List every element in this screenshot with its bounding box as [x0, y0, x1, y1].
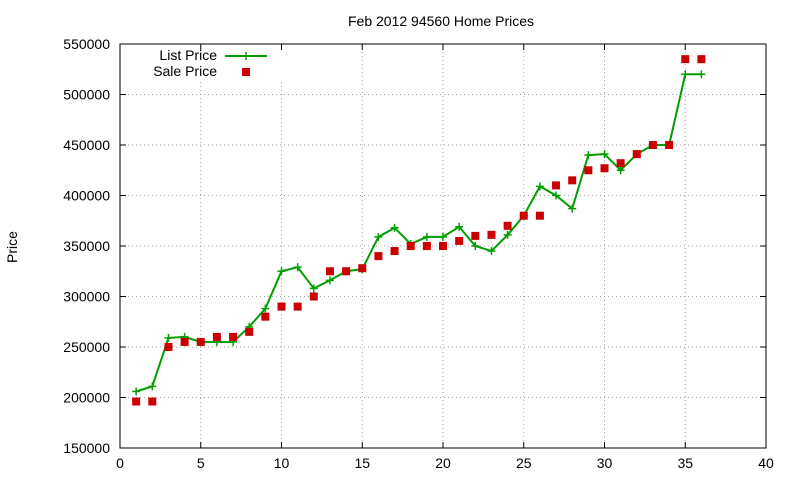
- data-point-list-price: [584, 151, 593, 160]
- data-point-list-price: [697, 70, 706, 79]
- data-point-list-price: [487, 247, 496, 256]
- data-point-sale-price: [439, 242, 447, 250]
- data-point-list-price: [455, 222, 464, 231]
- data-point-sale-price: [455, 236, 464, 245]
- data-point-sale-price: [519, 211, 528, 220]
- data-point-list-price: [390, 223, 399, 232]
- data-point-sale-price: [293, 302, 302, 311]
- data-point-sale-price: [196, 337, 205, 346]
- data-point-list-price: [374, 232, 383, 241]
- data-point-sale-price: [552, 181, 561, 190]
- data-point-sale-price: [584, 166, 593, 175]
- y-tick-label: 400000: [63, 188, 110, 204]
- data-point-sale-price: [374, 252, 383, 261]
- data-point-sale-price: [422, 242, 431, 250]
- data-point-sale-price: [309, 292, 318, 301]
- x-tick-label: 15: [354, 455, 370, 471]
- data-point-list-price: [600, 150, 609, 159]
- data-point-sale-price: [245, 327, 254, 336]
- data-point-list-price: [422, 232, 431, 241]
- x-tick-label: 30: [597, 455, 613, 471]
- chart-title: Feb 2012 94560 Home Prices: [348, 13, 534, 29]
- data-point-list-price: [293, 263, 302, 272]
- y-tick-label: 550000: [63, 36, 110, 52]
- x-tick-label: 25: [516, 455, 532, 471]
- data-point-list-price: [552, 191, 561, 200]
- data-point-list-price: [503, 230, 512, 239]
- data-point-sale-price: [600, 164, 609, 173]
- data-point-sale-price: [632, 150, 641, 159]
- data-point-list-price: [568, 204, 577, 213]
- data-point-list-price: [132, 387, 141, 396]
- y-tick-label: 300000: [63, 289, 110, 305]
- data-point-sale-price: [665, 141, 674, 149]
- data-point-list-price: [261, 304, 270, 313]
- data-point-sale-price: [616, 159, 625, 168]
- series-layer: [132, 55, 706, 406]
- data-point-list-price: [277, 267, 286, 276]
- data-point-sale-price: [648, 141, 657, 149]
- data-point-sale-price: [277, 302, 286, 311]
- data-point-list-price: [439, 232, 447, 241]
- data-point-sale-price: [132, 397, 141, 406]
- x-tick-label: 10: [274, 455, 290, 471]
- data-point-sale-price: [390, 247, 399, 256]
- data-point-sale-price: [229, 332, 238, 341]
- x-tick-label: 20: [435, 455, 451, 471]
- y-tick-label: 450000: [63, 137, 110, 153]
- data-point-list-price: [325, 276, 334, 285]
- data-point-sale-price: [358, 264, 367, 273]
- data-point-sale-price: [261, 312, 270, 321]
- grid: [120, 44, 766, 448]
- legend-marker-sale-price: [242, 68, 250, 76]
- data-point-list-price: [681, 70, 690, 79]
- data-point-sale-price: [503, 221, 512, 230]
- data-point-sale-price: [487, 230, 496, 239]
- legend-label-sale-price: Sale Price: [153, 63, 217, 79]
- data-point-sale-price: [164, 343, 173, 351]
- y-tick-label: 500000: [63, 87, 110, 103]
- data-point-sale-price: [325, 267, 334, 276]
- y-axis-label: Price: [4, 231, 20, 263]
- legend-swatch-sale-price: [242, 68, 250, 76]
- x-tick-label: 40: [758, 455, 774, 471]
- data-point-list-price: [148, 382, 157, 391]
- data-point-list-price: [535, 182, 544, 191]
- data-point-sale-price: [697, 55, 706, 64]
- y-tick-label: 250000: [63, 339, 110, 355]
- x-tick-label: 35: [677, 455, 693, 471]
- data-point-sale-price: [471, 231, 480, 240]
- data-point-sale-price: [681, 55, 690, 64]
- data-point-list-price: [309, 284, 318, 293]
- y-tick-label: 350000: [63, 238, 110, 254]
- data-point-sale-price: [148, 397, 157, 406]
- legend-marker-list-price: [242, 52, 250, 60]
- data-point-list-price: [164, 333, 173, 342]
- legend-swatch-list-price: [225, 52, 267, 60]
- data-point-sale-price: [180, 337, 189, 346]
- data-point-sale-price: [568, 176, 577, 185]
- data-point-sale-price: [342, 267, 351, 276]
- y-tick-label: 200000: [63, 390, 110, 406]
- x-tick-label: 5: [197, 455, 205, 471]
- data-point-sale-price: [212, 332, 221, 341]
- legend-label-list-price: List Price: [159, 47, 217, 63]
- axis-ticks: 0 5 10 15 20 25 30 35 40 150000 200000 250000 300000…: [63, 36, 774, 471]
- x-tick-label: 0: [116, 455, 124, 471]
- data-point-sale-price: [535, 211, 544, 220]
- data-point-list-price: [616, 166, 625, 175]
- legend: List Price Sale Price: [153, 47, 267, 79]
- data-point-sale-price: [406, 242, 415, 250]
- data-point-list-price: [471, 242, 480, 250]
- y-tick-label: 150000: [63, 440, 110, 456]
- series-line-list-price: [135, 73, 702, 393]
